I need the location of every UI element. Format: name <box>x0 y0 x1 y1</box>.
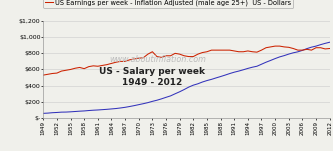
US Earnings per week (male age 25+)  US - Dollars <box>200 81 204 83</box>
Text: www.aboutinflation.com: www.aboutinflation.com <box>110 55 206 64</box>
US Earnings per week (male age 25+)  US - Dollars <box>78 110 82 112</box>
US Earnings per week - Inflation Adjusted (male age 25+)  US - Dollars <box>160 56 164 58</box>
Text: US - Salary per week
1949 - 2012: US - Salary per week 1949 - 2012 <box>99 67 205 87</box>
US Earnings per week (male age 25+)  US - Dollars <box>41 112 45 114</box>
US Earnings per week (male age 25+)  US - Dollars <box>223 74 227 76</box>
US Earnings per week (male age 25+)  US - Dollars <box>182 89 186 90</box>
US Earnings per week - Inflation Adjusted (male age 25+)  US - Dollars <box>200 52 204 53</box>
US Earnings per week - Inflation Adjusted (male age 25+)  US - Dollars <box>273 45 277 47</box>
US Earnings per week - Inflation Adjusted (male age 25+)  US - Dollars <box>78 67 82 68</box>
Legend: US Earnings per week (male age 25+)  US - Dollars, US Earnings per week - Inflat: US Earnings per week (male age 25+) US -… <box>43 0 293 8</box>
US Earnings per week - Inflation Adjusted (male age 25+)  US - Dollars <box>41 74 45 76</box>
US Earnings per week - Inflation Adjusted (male age 25+)  US - Dollars <box>223 49 227 51</box>
US Earnings per week - Inflation Adjusted (male age 25+)  US - Dollars <box>228 49 232 51</box>
US Earnings per week (male age 25+)  US - Dollars <box>228 73 232 74</box>
US Earnings per week - Inflation Adjusted (male age 25+)  US - Dollars <box>328 48 332 49</box>
US Earnings per week (male age 25+)  US - Dollars <box>328 41 332 43</box>
Line: US Earnings per week - Inflation Adjusted (male age 25+)  US - Dollars: US Earnings per week - Inflation Adjuste… <box>43 46 330 75</box>
US Earnings per week - Inflation Adjusted (male age 25+)  US - Dollars <box>182 55 186 57</box>
Line: US Earnings per week (male age 25+)  US - Dollars: US Earnings per week (male age 25+) US -… <box>43 42 330 113</box>
US Earnings per week (male age 25+)  US - Dollars <box>160 98 164 100</box>
